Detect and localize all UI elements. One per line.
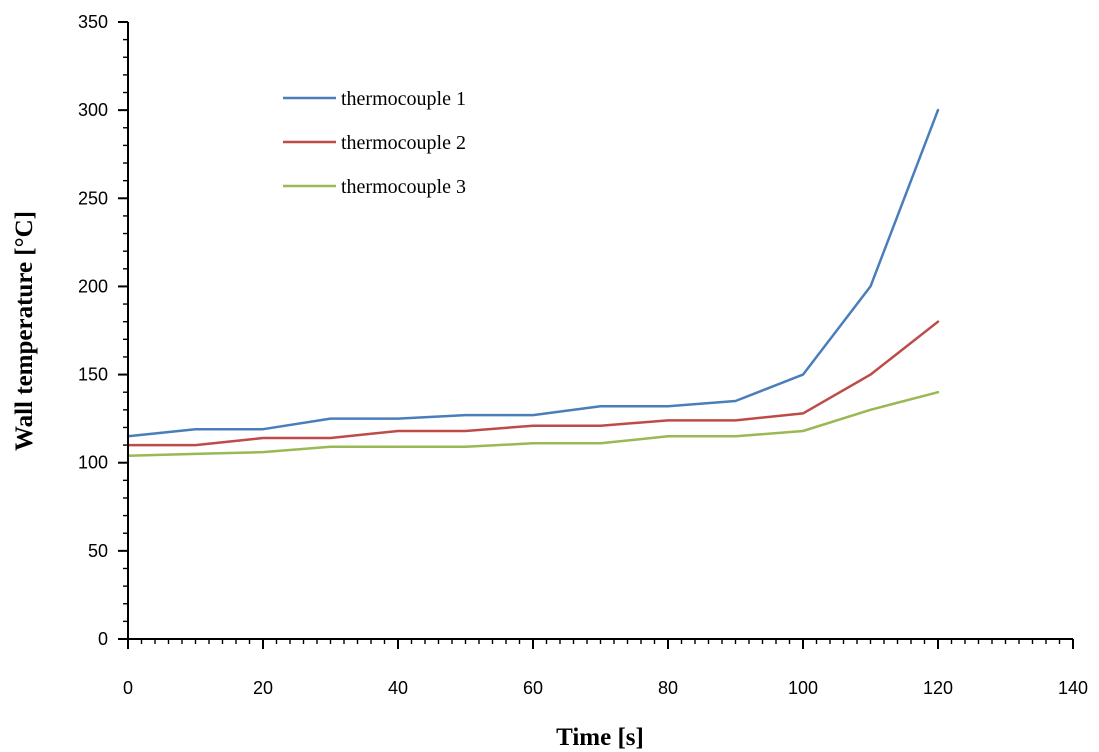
major-ticks [118, 21, 1074, 649]
x-tick-label: 60 [523, 678, 543, 698]
x-tick-label: 100 [788, 678, 818, 698]
x-tick-labels: 0 20 40 60 80 100 120 140 [123, 678, 1088, 698]
legend-label: thermocouple 1 [341, 88, 466, 110]
series-line-thermocouple-3 [126, 390, 940, 457]
series-line-thermocouple-2 [126, 320, 940, 447]
y-tick-label: 150 [78, 365, 108, 385]
y-tick-label: 50 [88, 541, 108, 561]
x-tick-label: 120 [923, 678, 953, 698]
x-tick-label: 80 [658, 678, 678, 698]
axes [127, 22, 1073, 640]
x-tick-label: 0 [123, 678, 133, 698]
legend: thermocouple 1 thermocouple 2 thermocouple… [283, 88, 466, 198]
x-tick-label: 20 [253, 678, 273, 698]
x-tick-label: 40 [388, 678, 408, 698]
y-tick-label: 250 [78, 188, 108, 208]
series-line-thermocouple-1 [126, 108, 940, 438]
y-tick-label: 0 [98, 629, 108, 649]
y-tick-labels: 0 50 100 150 200 250 300 350 [78, 12, 108, 649]
series-lines [126, 108, 940, 457]
legend-label: thermocouple 3 [341, 176, 466, 198]
y-tick-label: 300 [78, 100, 108, 120]
y-tick-label: 350 [78, 12, 108, 32]
y-tick-label: 100 [78, 453, 108, 473]
x-tick-label: 140 [1058, 678, 1088, 698]
legend-label: thermocouple 2 [341, 132, 466, 154]
x-axis-title: Time [s] [556, 724, 644, 751]
y-tick-label: 200 [78, 276, 108, 296]
y-axis-title: Wall temperature [°C] [11, 211, 38, 451]
